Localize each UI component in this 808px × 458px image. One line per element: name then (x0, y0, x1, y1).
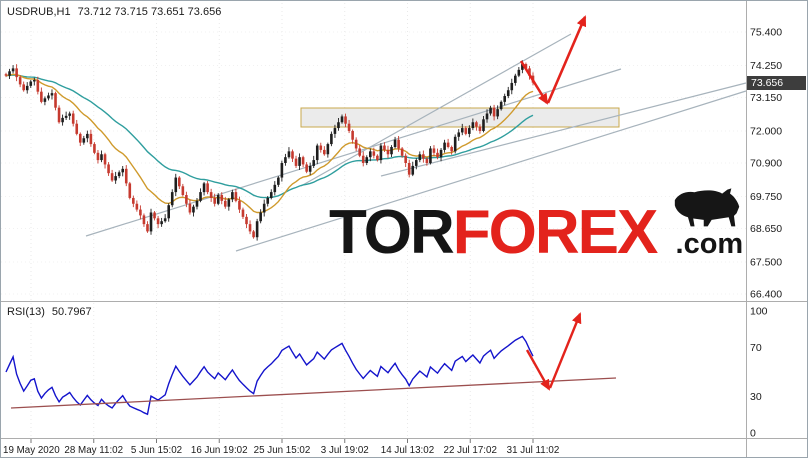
time-axis-label: 5 Jun 15:02 (131, 445, 182, 456)
rsi-indicator-label: RSI(13) 50.7967 (7, 306, 92, 318)
trendline (300, 33, 572, 187)
projection-arrow (546, 15, 587, 104)
time-axis-label: 28 May 11:02 (64, 445, 123, 456)
slow-ma-teal (5, 74, 534, 199)
rsi-trendline (10, 377, 617, 409)
rsi-axis: 100 70 30 0 (750, 306, 768, 440)
trendline (235, 90, 747, 252)
current-price-badge: 73.656 (747, 76, 806, 90)
price-tick-label: 66.400 (750, 288, 782, 300)
trendlines (85, 33, 747, 252)
rsi-tick-label: 0 (750, 428, 756, 440)
time-axis-label: 22 Jul 17:02 (444, 445, 497, 456)
price-tick-label: 70.900 (750, 157, 782, 169)
rsi-tick-label: 70 (750, 342, 762, 354)
time-axis-label: 25 Jun 15:02 (254, 445, 311, 456)
fast-ma-orange (5, 73, 534, 214)
grid (1, 3, 746, 437)
rsi-projection-arrow (525, 349, 551, 391)
time-axis-label: 19 May 2020 (3, 445, 60, 456)
projection-arrow (519, 60, 549, 105)
price-axis: 75.400 74.250 73.150 72.000 70.900 69.750 68.6… (750, 27, 782, 301)
symbol-ohlc-label: USDRUB,H1 73.712 73.715 73.651 73.656 (7, 6, 221, 18)
price-tick-label: 73.150 (750, 92, 782, 104)
time-axis-label: 3 Jul 19:02 (321, 445, 369, 456)
rsi-projection-arrow (548, 312, 582, 389)
rsi-tick-label: 30 (750, 391, 762, 403)
price-tick-label: 68.650 (750, 223, 782, 235)
price-tick-label: 72.000 (750, 125, 782, 137)
time-axis: 19 May 2020 28 May 11:02 5 Jun 15:02 16 Jun… (3, 439, 559, 456)
symbol-name: USDRUB,H1 (7, 6, 71, 18)
price-tick-label: 74.250 (750, 60, 782, 72)
time-axis-label: 14 Jul 13:02 (381, 445, 434, 456)
time-axis-label: 16 Jun 19:02 (191, 445, 248, 456)
projection-arrows (519, 15, 587, 105)
price-tick-label: 75.400 (750, 27, 782, 39)
price-tick-label: 69.750 (750, 191, 782, 203)
rsi-value: 50.7967 (51, 306, 92, 318)
trendline (85, 68, 622, 237)
rsi-line (5, 335, 534, 416)
candles (4, 60, 535, 241)
trendline (380, 82, 747, 177)
rsi-name: RSI(13) (7, 306, 45, 318)
support-zone (300, 107, 620, 128)
price-tick-label: 67.500 (750, 256, 782, 268)
time-axis-label: 31 Jul 11:02 (507, 445, 560, 456)
ohlc-values: 73.712 73.715 73.651 73.656 (77, 6, 222, 18)
rsi-tick-label: 100 (750, 306, 768, 318)
